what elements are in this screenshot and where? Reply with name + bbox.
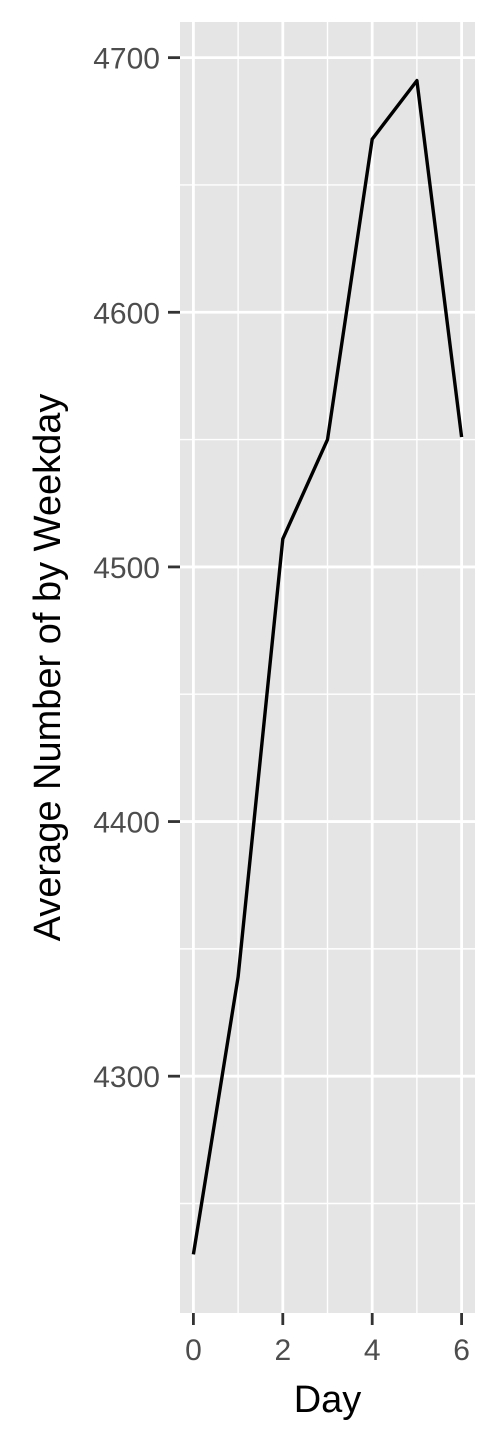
major-grid: [180, 22, 475, 1313]
x-axis-title: Day: [294, 1379, 362, 1421]
y-tick-label: 4400: [93, 807, 160, 840]
x-tick-label: 2: [274, 1334, 291, 1367]
y-axis: 4300 4400 4500 4600 4700: [93, 43, 180, 1094]
y-tick-label: 4600: [93, 297, 160, 330]
x-tick-label: 0: [185, 1334, 202, 1367]
series-layer: [191, 78, 464, 1255]
series-line: [191, 78, 464, 1255]
minor-grid: [180, 22, 475, 1313]
y-tick-label: 4300: [93, 1061, 160, 1094]
x-tick-label: 6: [453, 1334, 470, 1367]
x-axis: 0 2 4 6: [185, 1313, 470, 1367]
y-axis-title: Average Number of by Weekday: [27, 394, 69, 942]
x-tick-label: 4: [364, 1334, 381, 1367]
y-tick-label: 4500: [93, 552, 160, 585]
y-tick-label: 4700: [93, 43, 160, 76]
